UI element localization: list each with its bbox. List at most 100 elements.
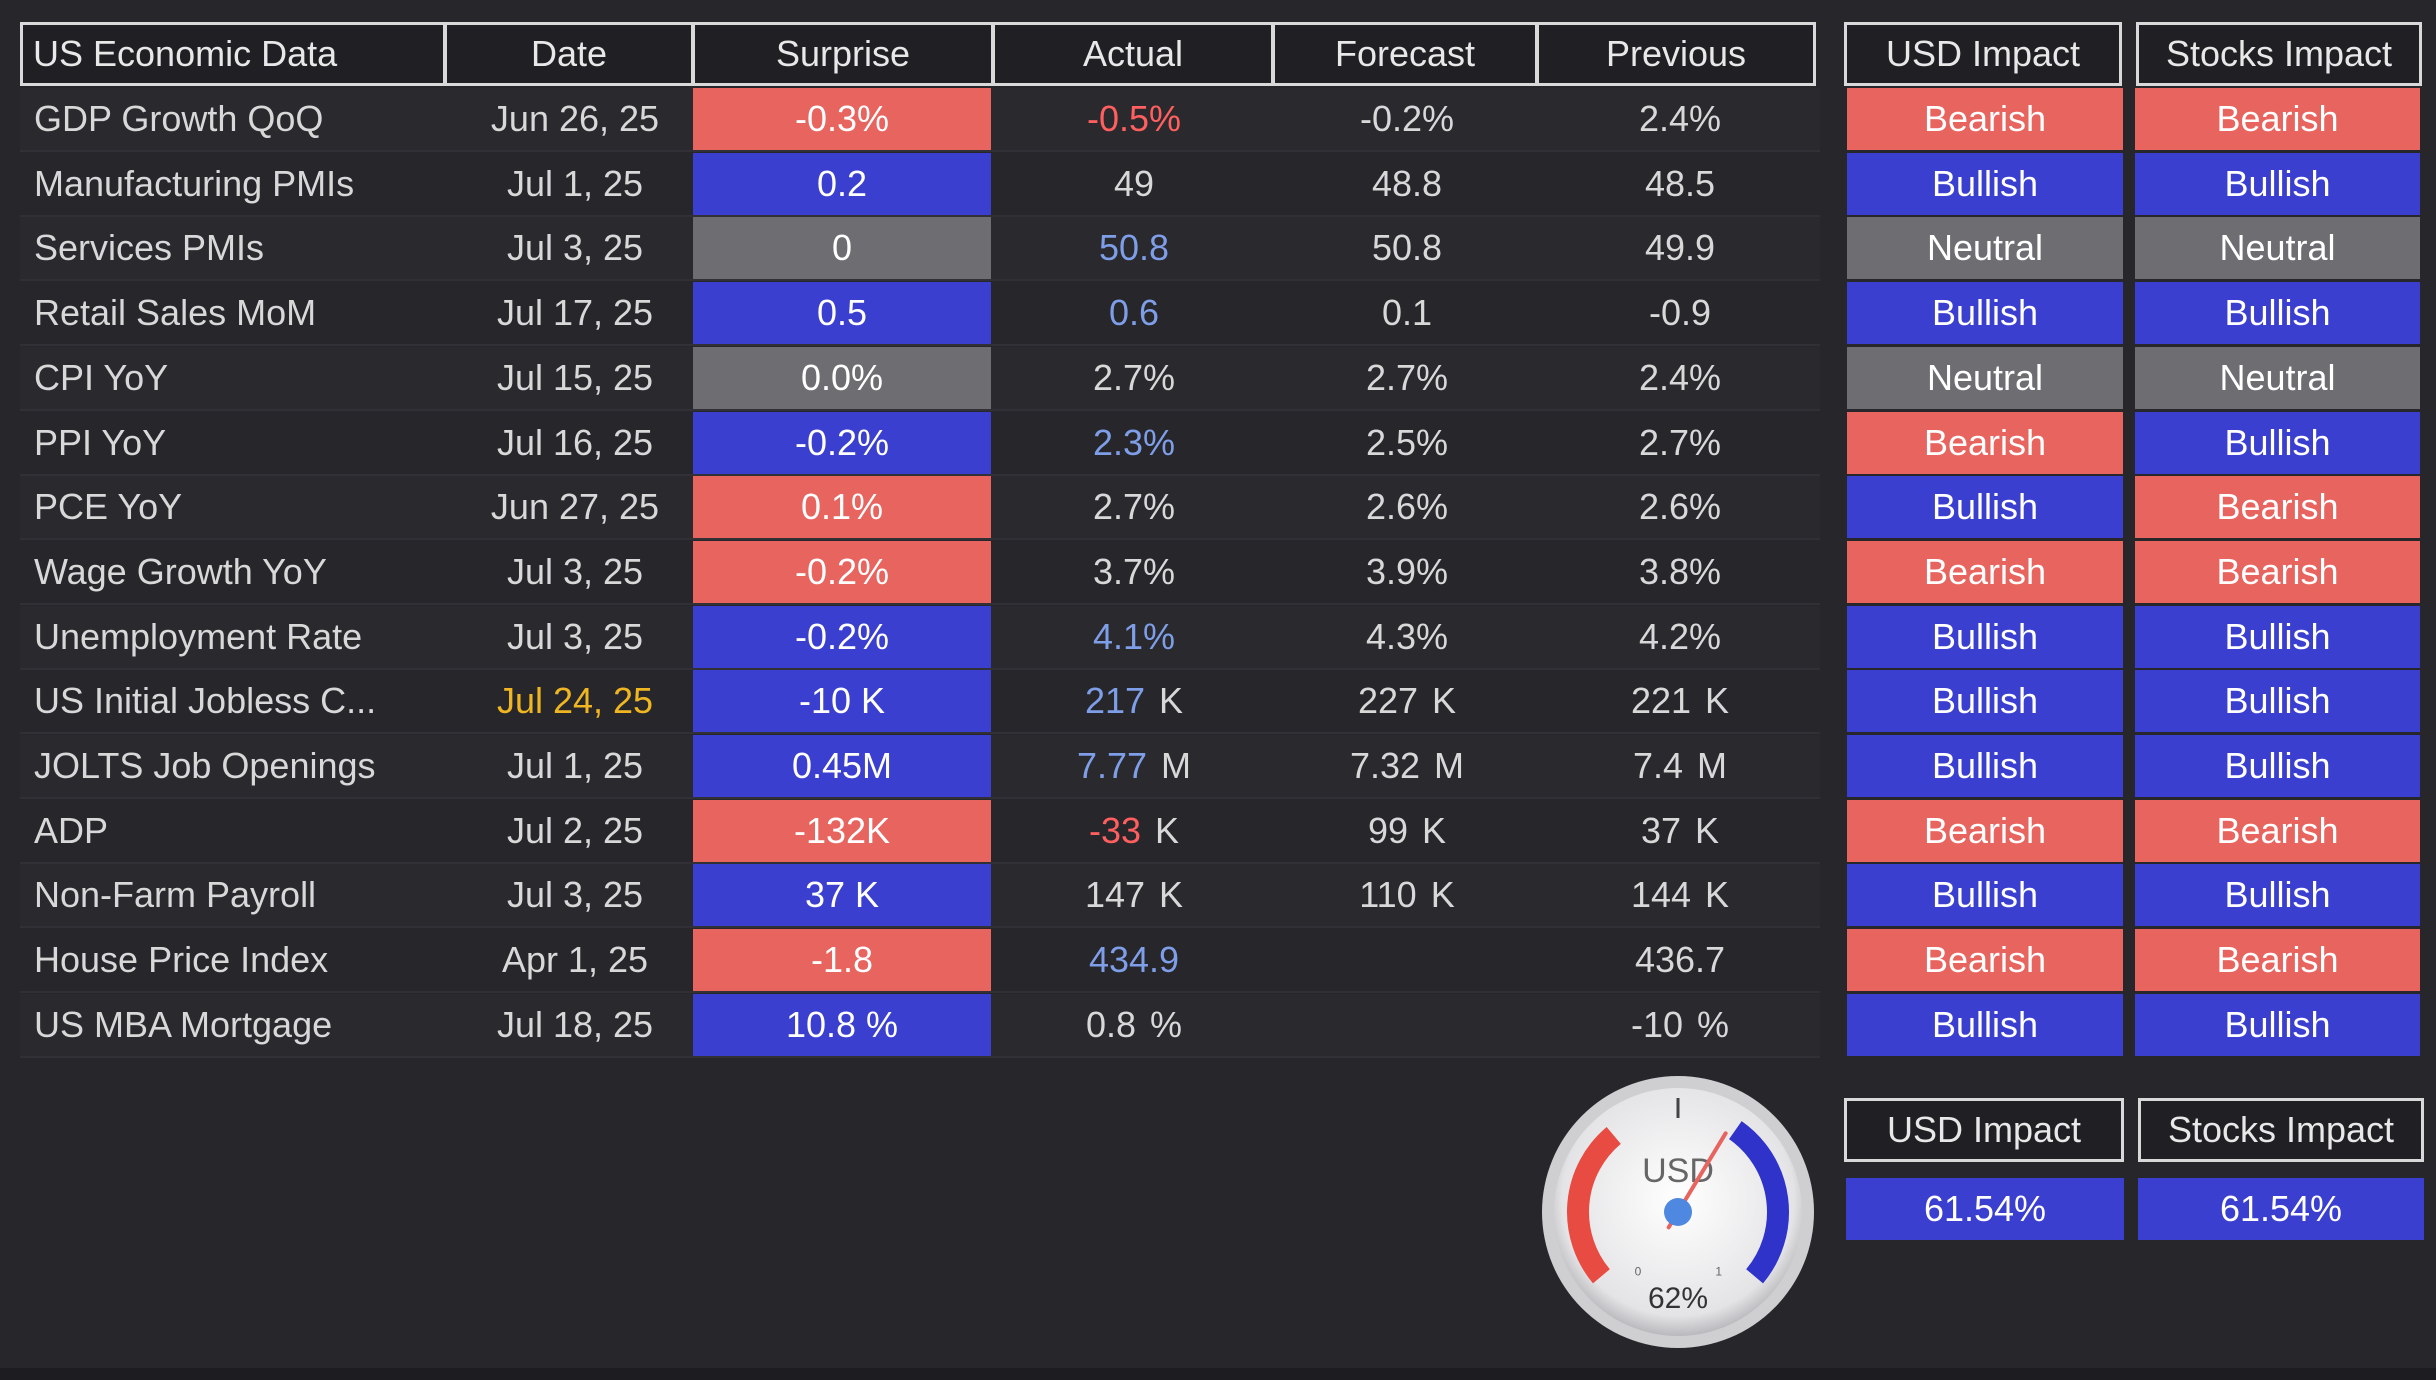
release-date: Jun 27, 25 [490,486,660,528]
indicator-name-cell: House Price Index [34,929,454,991]
usd-impact-text: Bullish [1931,874,2039,916]
date-cell: Jul 1, 25 [450,735,700,797]
forecast-cell: 3.9% [1273,541,1541,603]
previous-cell: 2.4% [1545,88,1815,150]
usd-impact-text: Bullish [1931,292,2039,334]
actual-cell: 2.7% [995,347,1273,409]
date-cell: Apr 1, 25 [450,929,700,991]
usd-impact-text: Bullish [1931,1003,2039,1045]
forecast-value: 3.9% [1365,550,1449,592]
usd-impact-badge: Bullish [1847,864,2123,927]
stocks-impact-text: Bullish [2224,874,2331,916]
release-date: Jul 3, 25 [506,550,644,592]
forecast-value: 4.3% [1365,615,1449,657]
actual-unit: % [1150,1003,1183,1045]
stocks-impact-badge: Neutral [2135,346,2420,409]
surprise-value: -0.2% [794,550,890,592]
stocks-impact-text: Neutral [2219,356,2336,398]
stocks-impact-badge: Bearish [2135,799,2420,862]
surprise-cell: 37 K [693,864,991,927]
usd-impact-text: Bearish [1923,939,2047,981]
usd-impact-badge: Neutral [1847,217,2123,280]
release-date: Apr 1, 25 [501,939,649,981]
actual-cell: 0.6 [995,282,1273,344]
previous-value: 3.8% [1638,550,1722,592]
forecast-value: 110 [1359,874,1417,916]
actual-value: 434.9 [1088,939,1180,981]
indicator-name: CPI YoY [34,356,169,398]
previous-cell: 49.9 [1545,217,1815,279]
actual-value: -0.5% [1086,98,1182,139]
indicator-name-cell: PCE YoY [34,476,454,538]
stocks-impact-badge: Bearish [2135,929,2420,992]
summary-stocks-impact-label: Stocks Impact [2138,1098,2424,1162]
indicator-name-cell: Non-Farm Payroll [34,864,454,926]
table-row: Non-Farm Payroll Jul 3, 25 37 K 147 K 110 K 144… [20,864,2420,929]
forecast-value: -0.2% [1359,98,1455,139]
previous-value: 2.4% [1638,356,1722,398]
stocks-impact-text: Bearish [2216,486,2339,528]
stocks-impact-badge: Bullish [2135,735,2420,797]
stocks-impact-text: Bearish [2216,939,2339,981]
surprise-value: -0.2% [794,615,890,657]
usd-impact-text: Neutral [1926,356,2044,398]
stocks-impact-badge: Bullish [2135,152,2420,215]
surprise-cell: 0 [693,217,991,280]
stocks-impact-badge: Bullish [2135,282,2420,345]
actual-cell: -33 K [995,800,1273,862]
surprise-value: 0 [831,227,853,269]
previous-unit: M [1697,745,1728,786]
surprise-cell: 0.5 [693,282,991,345]
indicator-name: Retail Sales MoM [34,292,317,334]
actual-value: -33 [1088,809,1141,851]
usd-impact-text: Bullish [1931,680,2039,722]
usd-impact-text: Bearish [1923,809,2047,851]
date-cell: Jul 3, 25 [450,541,700,603]
indicator-name: Wage Growth YoY [34,550,327,592]
stocks-impact-text: Bearish [2216,809,2339,851]
usd-impact-text: Neutral [1926,227,2044,269]
surprise-value: 10.8 % [785,1003,899,1045]
header-usd-impact: USD Impact [1844,22,2122,86]
gauge-value-text: 62% [1648,1282,1708,1315]
stocks-impact-text: Bearish [2216,550,2339,592]
usd-impact-badge: Bullish [1847,605,2123,668]
release-date: Jul 1, 25 [506,745,644,786]
previous-value: 221 [1630,680,1692,722]
date-cell: Jul 3, 25 [450,217,700,279]
table-row: Retail Sales MoM Jul 17, 25 0.5 0.6 0.1 -0.9 B… [20,282,2420,347]
surprise-value: -1.8 [810,939,874,981]
indicator-name: Services PMIs [34,227,265,269]
table-row: CPI YoY Jul 15, 25 0.0% 2.7% 2.7% 2.4% Neutral… [20,346,2420,411]
stocks-impact-badge: Bullish [2135,993,2420,1056]
header-stocks-impact: Stocks Impact [2136,22,2422,86]
actual-cell: 49 [995,153,1273,215]
release-date: Jun 26, 25 [490,98,660,139]
forecast-cell: 0.1 [1273,282,1541,344]
actual-cell: 4.1% [995,606,1273,668]
surprise-cell: 0.2 [693,152,991,215]
surprise-value: 0.0% [800,356,884,398]
indicator-name-cell: Unemployment Rate [34,606,454,668]
forecast-unit: K [1430,874,1455,916]
surprise-cell: -1.8 [693,929,991,992]
forecast-cell: 110 K [1273,864,1541,926]
usd-impact-text: Bullish [1931,615,2039,657]
previous-cell: 144 K [1545,864,1815,926]
actual-cell: 147 K [995,864,1273,926]
surprise-value: -0.2% [794,421,890,463]
surprise-value: -132K [793,809,891,851]
forecast-cell: -0.2% [1273,88,1541,150]
previous-cell: 3.8% [1545,541,1815,603]
usd-impact-badge: Bullish [1847,735,2123,797]
actual-cell: 50.8 [995,217,1273,279]
indicator-name: House Price Index [34,939,329,981]
previous-value: 49.9 [1644,227,1716,269]
actual-cell: 7.77 M [995,735,1273,797]
date-cell: Jul 3, 25 [450,864,700,926]
stocks-impact-text: Bearish [2216,98,2339,139]
actual-value: 7.77 [1076,745,1148,786]
actual-value: 2.3% [1092,421,1176,463]
surprise-cell: -0.2% [693,540,991,603]
stocks-impact-text: Neutral [2219,227,2336,269]
